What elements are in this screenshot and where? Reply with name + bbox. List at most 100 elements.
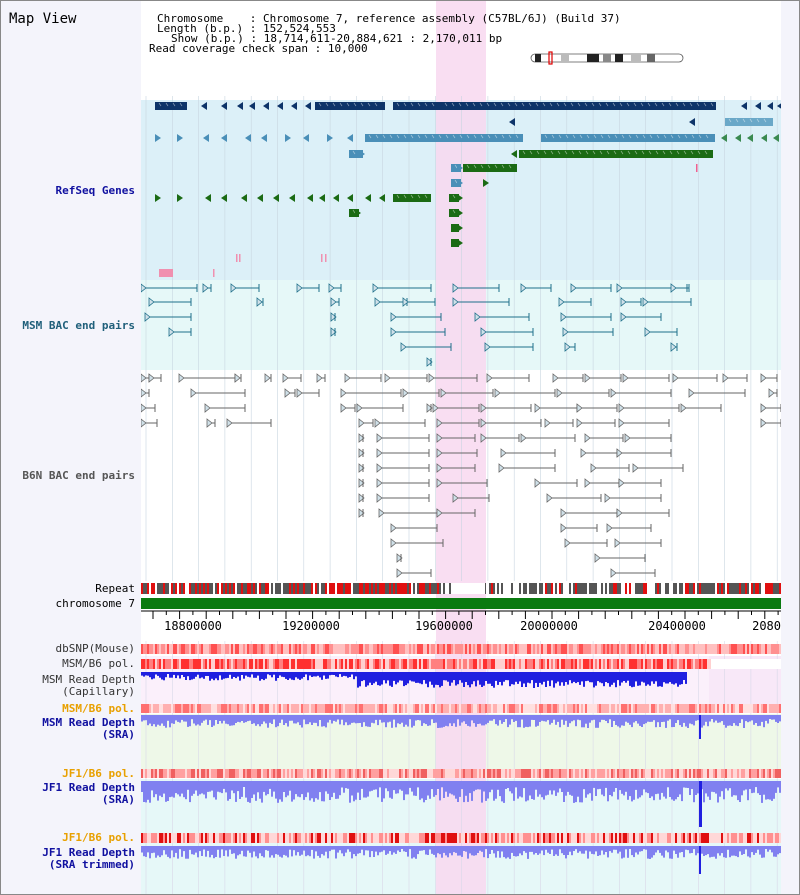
gene-arrow — [457, 179, 463, 187]
msm-depth-capillary-bar — [657, 672, 659, 687]
jf1-depth-trim-bar — [255, 846, 257, 857]
msm-depth-sra-bar — [235, 715, 237, 723]
msm-depth-sra-bar — [621, 715, 623, 726]
msm-depth-capillary-bar — [255, 672, 257, 678]
jf1-depth-sra-bar — [235, 781, 237, 802]
jf1-depth-trim-bar — [565, 846, 567, 859]
refseq-gene-6 — [365, 134, 523, 142]
jf1-depth-trim-bar — [509, 846, 511, 859]
msm-depth-sra-bar — [669, 715, 671, 720]
genome-canvas[interactable]: Chromosome : Chromosome 7, reference ass… — [141, 1, 781, 894]
repeat-label: Repeat — [95, 582, 135, 595]
jf1-depth-trim-bar — [395, 846, 397, 854]
jf1-depth-sra-bar — [721, 781, 723, 792]
msm-depth-sra-bar — [151, 715, 153, 727]
msm-depth-sra-bar — [207, 715, 209, 725]
jf1-depth-trim-bar — [665, 846, 667, 851]
jf1-depth-sra-bar — [739, 781, 741, 802]
jf1-depth-sra-bar — [671, 781, 673, 800]
gene-arrow — [483, 179, 489, 187]
jf1-depth-sra-bar — [767, 781, 769, 800]
refseq-gene-3 — [393, 102, 441, 110]
jf1-depth-trim-bar — [197, 846, 199, 858]
genome-tracks-svg[interactable] — [141, 1, 781, 894]
refseq-gene-7 — [541, 134, 715, 142]
jf1-depth-trim-bar — [257, 846, 259, 859]
msm-depth-sra-bar — [447, 715, 449, 727]
msm-depth-sra-bar — [161, 715, 163, 724]
msm-depth-sra-bar — [417, 715, 419, 720]
jf1-depth-sra-bar — [245, 781, 247, 798]
msm-depth-sra-bar — [487, 715, 489, 723]
msm-depth-capillary-bar — [177, 672, 179, 676]
jf1-depth-sra-bar — [667, 781, 669, 788]
msm-depth-sra-bar — [415, 715, 417, 721]
jf1-depth-sra-bar — [625, 781, 627, 792]
jf1-depth-sra-bar — [649, 781, 651, 798]
jf1-depth-sra-bar — [157, 781, 159, 801]
gene-arrow — [359, 150, 365, 158]
jf1-depth-sra-bar — [203, 781, 205, 795]
jf1-depth-trim-bar — [297, 846, 299, 853]
jf1-depth-sra-bar — [291, 781, 293, 802]
msm-depth-sra-bar — [697, 715, 699, 721]
msm-depth-sra-bar — [513, 715, 515, 722]
msm-depth-sra-bar — [157, 715, 159, 725]
jf1-depth-sra-bar — [361, 781, 363, 789]
jf1-depth-sra-bar — [605, 781, 607, 788]
msm-depth-sra-bar — [181, 715, 183, 720]
msm-depth-sra-bar — [753, 715, 755, 725]
length-info: Length (b.p.) : 152,524,553 — [157, 22, 336, 35]
msm-depth-sra-bar — [141, 715, 143, 722]
msm-depth-sra-bar — [143, 715, 145, 721]
msm-depth-capillary-bar — [405, 672, 407, 686]
msm-depth-sra-bar — [709, 715, 711, 722]
jf1-depth-trim-bar — [687, 846, 689, 851]
jf1-depth-sra-bar — [305, 781, 307, 798]
msm-depth-sra-label-2: (SRA) — [101, 728, 135, 741]
jf1-depth-trim-bar — [481, 846, 483, 852]
jf1-depth-trim-bar — [455, 846, 457, 853]
jf1-depth-trim-bar — [659, 846, 661, 853]
msm-depth-sra-bar — [777, 715, 779, 723]
refseq-arrow — [291, 102, 297, 110]
jf1-depth-sra-bar — [635, 781, 637, 790]
jf1-depth-trim-bar — [291, 846, 293, 857]
jf1-depth-trim-bar — [771, 846, 773, 853]
msm-depth-sra-bar — [517, 715, 519, 728]
jf1-depth-sra-bar — [769, 781, 771, 800]
jf1-depth-trim-bar — [171, 846, 173, 851]
jf1-depth-sra-bar — [353, 781, 355, 802]
msm-depth-sra-bar — [509, 715, 511, 725]
jf1-depth-trim-bar — [739, 846, 741, 852]
jf1-depth-trim-bar — [613, 846, 615, 850]
jf1-depth-trim-bar — [681, 846, 683, 852]
jf1-depth-sra-bar — [725, 781, 727, 789]
jf1-depth-sra-bar — [433, 781, 435, 797]
jf1-depth-sra-bar — [479, 781, 481, 790]
jf1-depth-trim-bar — [427, 846, 429, 855]
msm-depth-capillary-bar — [473, 672, 475, 682]
jf1-depth-trim-bar — [391, 846, 393, 855]
jf1-depth-trim-bar — [683, 846, 685, 858]
jf1-depth-sra-bar — [301, 781, 303, 795]
msm-depth-sra-bar — [239, 715, 241, 723]
msm-depth-capillary-bar — [535, 672, 537, 683]
msm-depth-capillary-bar — [247, 672, 249, 677]
msm-depth-capillary-bar — [553, 672, 555, 688]
gene-arrow — [285, 134, 291, 142]
jf1-depth-trim-bar — [751, 846, 753, 853]
jf1-depth-trim-bar — [319, 846, 321, 858]
msm-depth-capillary-bar — [543, 672, 545, 682]
jf1-depth-trim-bar — [401, 846, 403, 849]
msm-depth-sra-bar — [585, 715, 587, 724]
jf1-depth-trim-bar — [321, 846, 323, 855]
jf1-depth-sra-bar — [493, 781, 495, 801]
msm-depth-sra-bar — [299, 715, 301, 726]
axis-tick-label: 19200000 — [282, 619, 340, 633]
jf1-depth-trim-bar — [759, 846, 761, 855]
msm-depth-sra-bar — [767, 715, 769, 724]
jf1-depth-sra-bar — [697, 781, 699, 794]
msm-depth-capillary-bar — [391, 672, 393, 687]
